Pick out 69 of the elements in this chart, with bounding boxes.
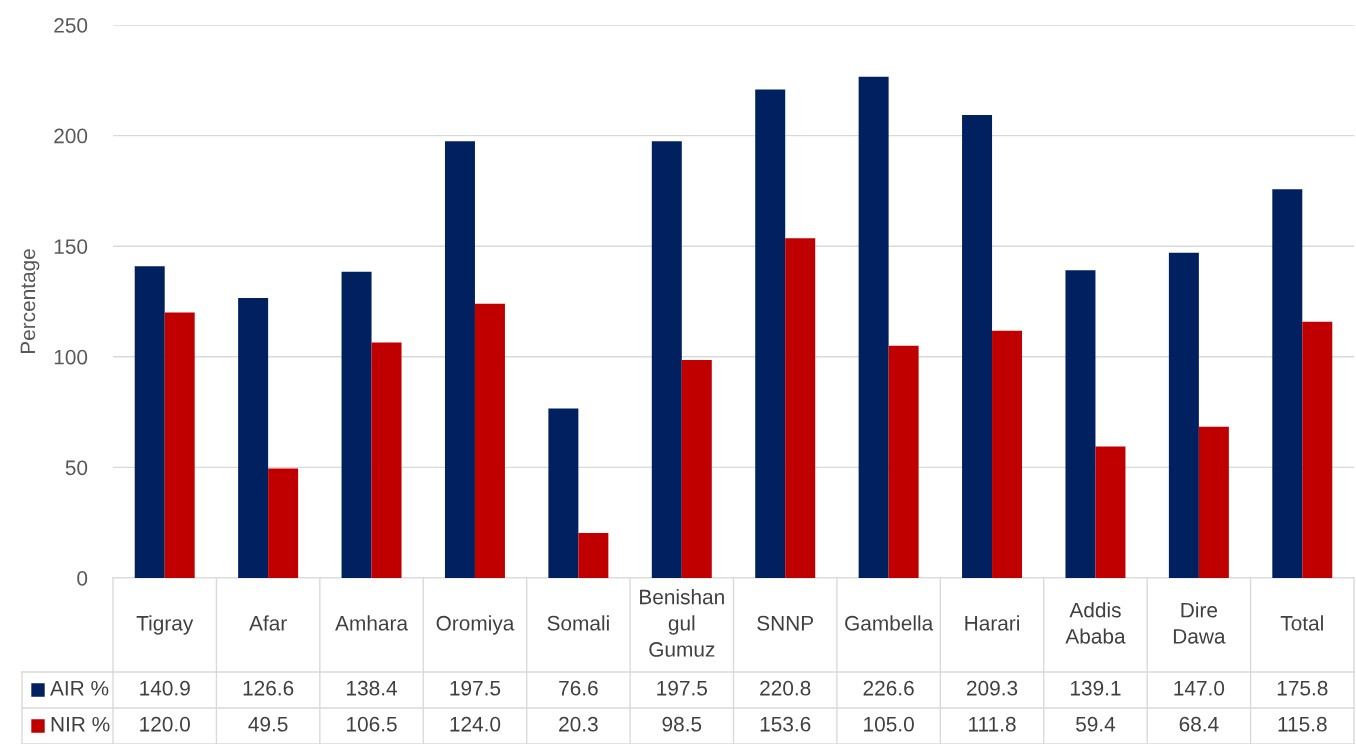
data-label: 120.0 <box>140 716 190 732</box>
bar <box>1168 252 1199 578</box>
data-label: 140.9 <box>140 680 190 696</box>
x-tick-label: Oromiya <box>436 615 515 635</box>
bar <box>134 266 165 578</box>
data-label: 115.8 <box>1278 716 1327 732</box>
data-label: 20.3 <box>559 716 598 732</box>
bar <box>888 345 919 578</box>
data-label: 153.6 <box>760 716 811 732</box>
y-tick-label: 50 <box>65 460 88 476</box>
x-tick-label: Gambella <box>845 615 934 631</box>
legend-label: AIR % <box>50 680 109 696</box>
data-label: 98.5 <box>662 716 702 732</box>
bar <box>1095 446 1126 578</box>
data-label: 76.6 <box>559 680 598 696</box>
x-tick-label: Tigray <box>136 615 194 635</box>
bar <box>785 238 816 578</box>
bar <box>651 141 682 578</box>
data-label: 49.5 <box>248 716 288 732</box>
x-tick-label: Addis Ababa <box>1065 602 1126 644</box>
data-label: 59.4 <box>1076 716 1116 732</box>
data-label: 209.3 <box>967 680 1018 696</box>
bar <box>681 360 712 578</box>
data-label: 124.0 <box>450 716 501 732</box>
bar <box>474 303 505 578</box>
x-tick-label: Benishan gul Gumuz <box>640 589 724 657</box>
data-label: 111.8 <box>969 716 1016 732</box>
bar <box>238 297 269 578</box>
bar <box>858 76 889 578</box>
data-label: 220.8 <box>760 680 811 696</box>
bar <box>268 468 299 578</box>
legend-label: NIR % <box>51 716 110 732</box>
data-label: 147.0 <box>1174 680 1225 696</box>
bar <box>341 271 372 578</box>
bar <box>1065 270 1096 578</box>
data-label: 197.5 <box>450 680 501 696</box>
bar <box>548 408 579 578</box>
data-label: 226.6 <box>863 680 914 696</box>
data-label: 68.4 <box>1179 716 1219 732</box>
y-tick-label: 250 <box>54 18 88 33</box>
bar <box>755 89 786 578</box>
x-tick-label: SNNP <box>757 615 814 631</box>
x-tick-label: Dire Dawa <box>1173 602 1226 644</box>
data-label: 138.4 <box>347 680 397 696</box>
bar <box>992 330 1023 578</box>
data-label: 139.1 <box>1070 680 1121 696</box>
bar <box>371 342 402 578</box>
x-tick-label: Amhara <box>335 615 409 631</box>
data-label: 126.6 <box>243 680 294 696</box>
data-label: 106.5 <box>347 716 397 732</box>
bar <box>1272 189 1303 578</box>
data-label: 175.8 <box>1277 680 1328 696</box>
bar <box>164 312 195 578</box>
x-tick-label: Afar <box>249 615 287 631</box>
y-tick-label: 150 <box>54 239 88 254</box>
x-tick-label: Somali <box>547 615 609 631</box>
x-tick-label: Total <box>1280 615 1323 631</box>
bar <box>1198 426 1229 578</box>
bar <box>962 115 993 578</box>
data-label: 197.5 <box>657 680 707 696</box>
data-label: 105.0 <box>864 716 914 732</box>
y-tick-label: 0 <box>77 571 88 586</box>
y-tick-label: 200 <box>54 128 88 144</box>
y-axis-title: Percentage <box>20 249 40 354</box>
bar <box>578 533 609 578</box>
x-tick-label: Harari <box>965 615 1019 631</box>
bar <box>1302 321 1333 578</box>
bar <box>444 141 475 578</box>
y-tick-label: 100 <box>54 349 88 365</box>
